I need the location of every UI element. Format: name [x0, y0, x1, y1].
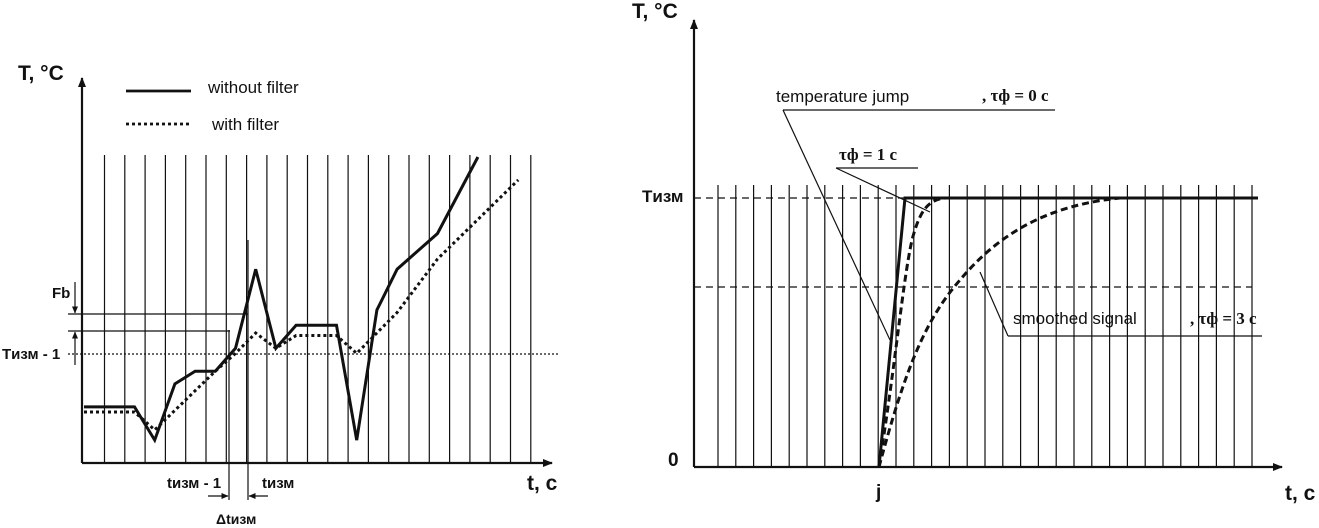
jump-annotation: temperature jump [776, 87, 909, 106]
right-vertical-grid [717, 185, 1253, 467]
signal-with-filter-line [84, 178, 520, 432]
left-x-axis-label: t, c [527, 472, 558, 495]
temperature-jump-curve [877, 196, 1258, 468]
smooth-annotation: smoothed signal [1013, 309, 1137, 328]
fb-label: Fb [52, 285, 70, 302]
tau1-leader [835, 167, 931, 213]
signal-without-filter-line [84, 156, 480, 444]
jump-leader [782, 109, 891, 341]
smooth-leader [979, 271, 1009, 337]
t-izm-prev-label: Tизм - 1 [2, 346, 60, 363]
t-izm-label: Tизм [642, 187, 683, 206]
left-vertical-grid [103, 155, 532, 463]
t-cur-label: tизм [262, 475, 294, 492]
origin-label: 0 [668, 450, 679, 471]
smooth-tau-annotation: , τф = 3 c [1190, 309, 1257, 328]
right-y-axis-label: T, °C [632, 0, 678, 23]
legend-without-filter: without filter [207, 78, 299, 97]
tau-1-curve [877, 196, 946, 468]
t-prev-label: tизм - 1 [167, 475, 221, 492]
tau1-annotation: τф = 1 c [839, 145, 898, 164]
jump-tau-annotation: , τф = 0 c [982, 86, 1049, 105]
left-y-axis-label: T, °C [18, 62, 64, 85]
legend-with-filter: with filter [211, 115, 279, 134]
right-x-axis-label: t, c [1285, 482, 1316, 505]
right-diagram: T, °C t, c Tизм 0 j temperature jump , τ… [632, 0, 1316, 505]
left-diagram: T, °C t, c without filter with filter Fb… [2, 62, 558, 527]
tau-3-curve [877, 196, 1121, 468]
j-label: j [875, 482, 881, 503]
delta-t-label: Δtизм [216, 511, 256, 527]
